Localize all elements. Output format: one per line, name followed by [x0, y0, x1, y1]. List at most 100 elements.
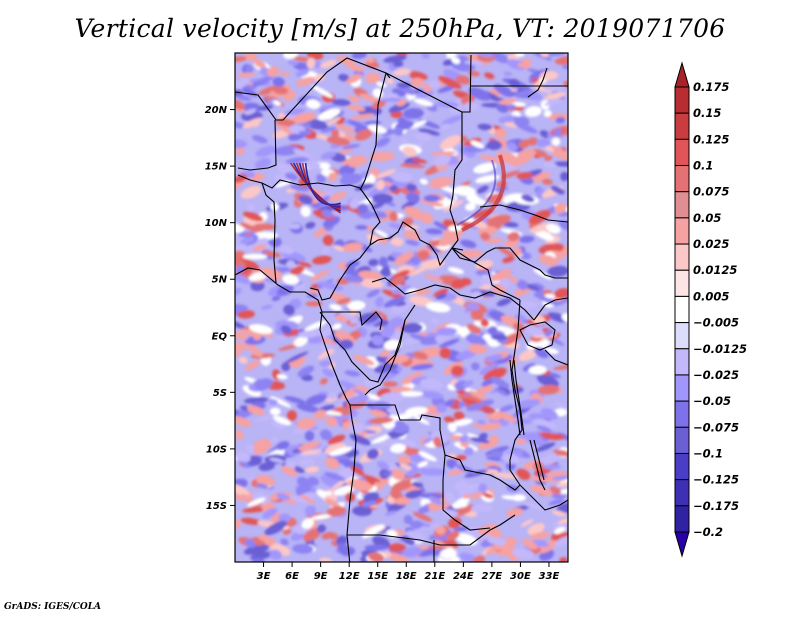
swirl-band — [304, 162, 341, 206]
field-cell — [442, 199, 464, 212]
field-cell — [464, 60, 484, 66]
field-cell — [414, 132, 433, 142]
field-cell — [511, 494, 527, 502]
field-cell — [463, 446, 474, 456]
field-cell — [294, 336, 308, 347]
colorbar-swatch — [674, 295, 690, 324]
field-cell — [270, 437, 279, 443]
field-cell — [391, 479, 415, 492]
field-cell — [506, 508, 524, 517]
field-cell — [477, 185, 489, 194]
y-tick-label: 10N — [205, 218, 228, 229]
field-cell — [433, 221, 451, 231]
x-tick-label: 18E — [396, 571, 417, 582]
field-cell — [286, 260, 296, 269]
field-cell — [411, 158, 428, 164]
field-cell — [365, 72, 381, 84]
field-cell — [526, 338, 550, 351]
field-cell — [252, 331, 262, 341]
field-cell — [409, 453, 425, 463]
field-cell — [320, 126, 337, 133]
field-cell — [528, 365, 547, 375]
field-cell — [447, 267, 464, 274]
field-cell — [542, 82, 565, 92]
field-cell — [368, 184, 393, 197]
field-cell — [376, 169, 397, 179]
field-cell — [325, 498, 341, 509]
border-chad-sudan — [449, 112, 463, 249]
colorbar-swatch — [674, 400, 690, 428]
field-cell — [483, 367, 507, 381]
field-cell — [479, 155, 504, 164]
field-cell — [441, 509, 459, 517]
field-cell — [401, 323, 423, 334]
field-cell — [235, 94, 252, 101]
field-cell — [235, 330, 248, 341]
field-cell — [544, 155, 553, 162]
field-cell — [557, 488, 568, 495]
field-cell — [468, 390, 487, 401]
field-cell — [444, 399, 455, 407]
field-cell — [406, 192, 420, 203]
field-cell — [352, 505, 372, 517]
field-cell — [554, 288, 568, 299]
field-cell — [235, 121, 246, 129]
field-cell — [326, 506, 346, 517]
field-cell — [393, 61, 404, 68]
field-cell — [376, 461, 390, 470]
field-cell — [441, 123, 450, 130]
field-cell — [316, 524, 326, 533]
field-cell — [423, 194, 441, 202]
field-cell — [544, 99, 564, 106]
field-cell — [425, 302, 451, 313]
field-cell — [492, 215, 503, 227]
field-cell — [286, 410, 298, 422]
border-angola-zambia — [442, 454, 491, 531]
field-cell — [235, 451, 251, 463]
field-cell — [390, 110, 403, 119]
field-cell — [480, 319, 490, 327]
field-cell — [252, 231, 278, 240]
field-cell — [418, 451, 437, 462]
field-cell — [465, 303, 480, 311]
field-cell — [240, 517, 262, 525]
field-cell — [453, 526, 469, 532]
field-cell — [235, 429, 244, 440]
colorbar-swatch — [674, 138, 690, 167]
field-cell — [405, 239, 420, 246]
field-cell — [296, 403, 320, 413]
field-cell — [346, 73, 362, 84]
field-cell — [375, 296, 384, 308]
colorbar-label: −0.2 — [693, 525, 723, 539]
colorbar-label: −0.0125 — [693, 342, 747, 356]
y-tick-label: EQ — [212, 331, 228, 342]
field-cell — [275, 162, 291, 174]
field-cell — [316, 173, 326, 183]
field-cell — [321, 531, 335, 540]
field-cell — [391, 468, 405, 481]
field-cell — [529, 531, 551, 540]
field-cell — [238, 356, 248, 364]
field-cell — [385, 354, 410, 364]
field-cell — [444, 492, 455, 503]
field-cell — [359, 93, 380, 103]
field-cell — [487, 536, 507, 546]
field-cell — [369, 409, 388, 417]
field-cell — [301, 449, 322, 455]
field-cell — [448, 517, 462, 529]
field-cell — [244, 108, 257, 115]
field-cell — [344, 370, 361, 377]
field-cell — [347, 64, 365, 72]
field-cell — [278, 245, 295, 255]
colorbar-label: −0.025 — [693, 368, 739, 382]
border-zambia-zimbabwe — [519, 484, 568, 511]
field-cell — [380, 349, 391, 357]
field-cell — [276, 284, 294, 296]
field-cell — [316, 489, 327, 498]
field-cell — [242, 253, 268, 260]
field-cell — [410, 363, 434, 370]
field-cell — [331, 99, 351, 106]
field-cell — [327, 434, 346, 445]
field-cell — [389, 316, 405, 329]
field-cell — [305, 301, 323, 307]
